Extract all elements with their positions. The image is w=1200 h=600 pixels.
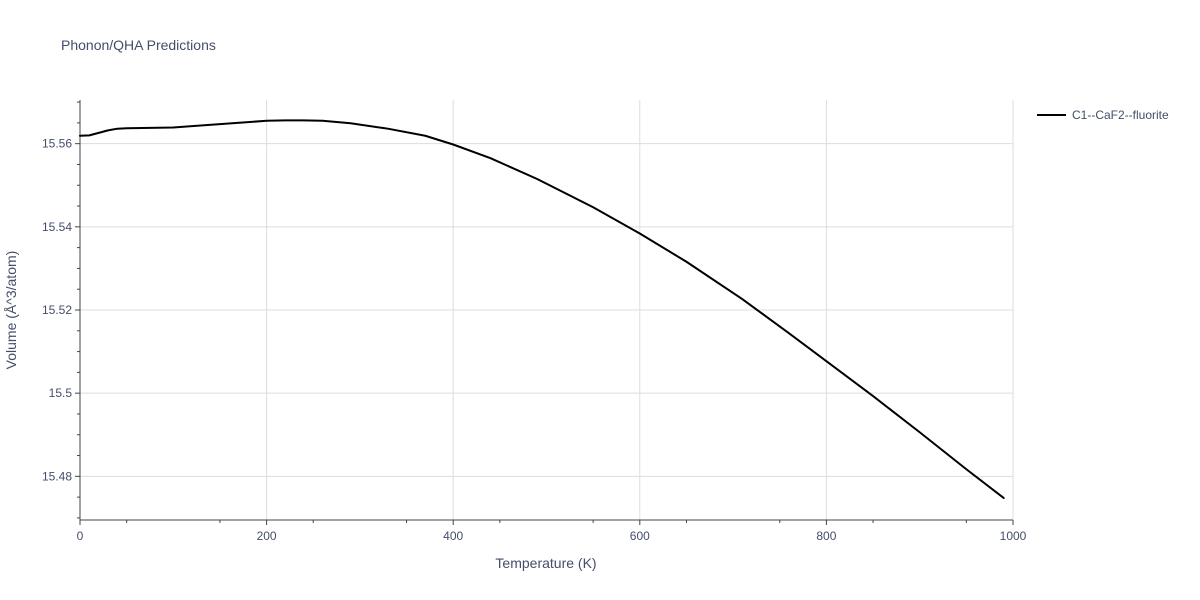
x-tick-label: 0 [77, 529, 84, 543]
legend-label: C1--CaF2--fluorite [1072, 108, 1169, 122]
y-tick-label: 15.5 [49, 386, 73, 400]
x-tick-label: 200 [257, 529, 277, 543]
x-tick-label: 800 [816, 529, 836, 543]
y-tick-label: 15.56 [42, 137, 72, 151]
y-axis-title: Volume (Å^3/atom) [3, 251, 19, 370]
x-tick-label: 400 [443, 529, 463, 543]
x-tick-label: 1000 [1000, 529, 1027, 543]
grid [80, 100, 1014, 520]
legend[interactable]: C1--CaF2--fluorite [1037, 108, 1169, 122]
series-line [79, 119, 1005, 499]
x-tick-label: 600 [630, 529, 650, 543]
y-tick-label: 15.48 [42, 469, 72, 483]
x-axis-ticks: 0 200 400 600 800 1000 [77, 520, 1027, 543]
plot-lines [79, 119, 1005, 499]
y-tick-label: 15.52 [42, 303, 72, 317]
y-tick-label: 15.54 [42, 220, 72, 234]
x-axis-title: Temperature (K) [495, 555, 596, 571]
chart-title: Phonon/QHA Predictions [61, 37, 216, 53]
y-axis-ticks: 15.48 15.5 15.52 15.54 15.56 [42, 101, 80, 519]
